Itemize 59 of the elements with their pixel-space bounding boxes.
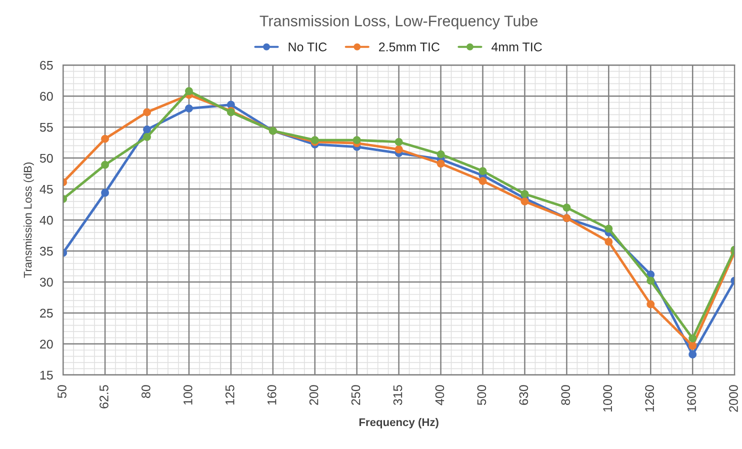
chart-title: Transmission Loss, Low-Frequency Tube [260,15,538,30]
x-tick-label: 250 [351,385,360,405]
point [688,342,697,350]
y-tick-label: 60 [40,92,53,101]
x-tick-label: 400 [435,385,444,406]
point [184,87,193,96]
x-tick-label: 125 [225,385,234,405]
x-tick-label: 630 [519,385,528,405]
point [646,300,655,308]
point [562,204,571,212]
point [101,160,110,169]
point [394,145,403,154]
legend-label: 4mm TIC [492,42,542,52]
point [604,238,613,246]
x-tick-label: 160 [267,385,276,405]
y-tick-label: 20 [40,340,53,349]
x-tick-label: 800 [561,385,570,405]
x-tick-label: 80 [142,385,150,398]
y-tick-label: 15 [40,370,53,380]
point [101,188,110,197]
x-axis-title: Frequency (Hz) [359,418,438,428]
point [143,132,151,141]
legend-label: No TIC [288,42,327,52]
point [478,176,487,185]
point [478,167,487,176]
y-tick-label: 45 [40,184,53,194]
x-tick-label: 1000 [603,385,612,412]
y-tick-label: 65 [40,60,53,70]
x-tick-label: 2000 [729,385,738,412]
y-tick-label: 50 [40,154,53,163]
x-tick-label: 500 [477,385,486,405]
point [646,276,655,285]
y-axis-title: Transmission Loss (dB) [24,162,34,278]
point [520,197,529,206]
x-tick-label: 1260 [645,385,654,412]
x-tick-label: 50 [58,385,66,398]
point [604,224,613,233]
x-tick-label: 315 [393,385,402,406]
point [101,134,110,143]
y-tick-label: 55 [40,122,53,132]
point [394,138,403,146]
x-tick-label: 62.5 [100,385,108,408]
y-tick-label: 40 [40,216,53,225]
point [143,108,151,116]
point [688,350,697,358]
x-tick-label: 200 [309,385,318,405]
point [688,334,697,342]
point [143,126,151,134]
point [184,104,193,112]
y-tick-label: 30 [40,278,53,287]
point [436,160,445,168]
x-tick-label: 1600 [687,385,696,412]
point [352,136,361,144]
point [520,190,529,198]
x-tick-label: 100 [183,385,192,405]
y-tick-label: 35 [40,246,53,256]
point [436,150,445,158]
y-tick-label: 25 [40,308,53,318]
legend-label: 2.5mm TIC [379,42,440,52]
